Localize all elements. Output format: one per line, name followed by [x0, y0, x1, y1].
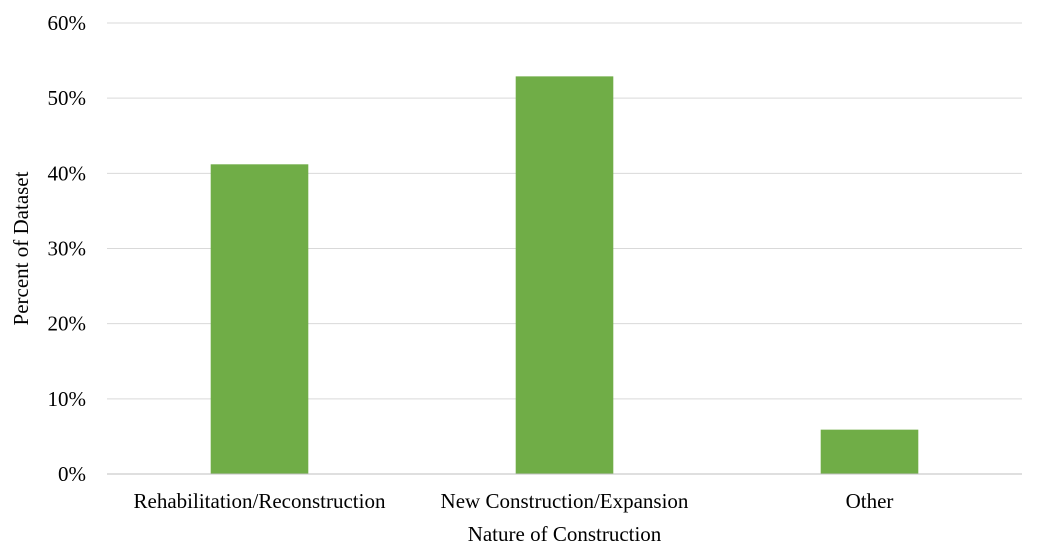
y-tick-label: 40% — [48, 161, 87, 185]
y-tick-labels: 0% 10% 20% 30% 40% 50% 60% — [48, 11, 87, 486]
y-tick-label: 30% — [48, 237, 87, 261]
x-tick-labels: Rehabilitation/Reconstruction New Constru… — [134, 489, 894, 513]
y-tick-label: 10% — [48, 387, 87, 411]
x-axis-title: Nature of Construction — [468, 522, 662, 546]
bar — [820, 429, 919, 474]
x-tick-label: Rehabilitation/Reconstruction — [134, 489, 386, 513]
x-tick-label: Other — [846, 489, 894, 513]
y-tick-label: 0% — [58, 462, 86, 486]
y-tick-label: 20% — [48, 312, 87, 336]
x-tick-label: New Construction/Expansion — [441, 489, 689, 513]
bar — [515, 76, 614, 474]
bar — [210, 164, 309, 474]
y-axis-title: Percent of Dataset — [9, 171, 33, 325]
y-tick-label: 50% — [48, 86, 87, 110]
bars — [210, 76, 919, 474]
y-tick-label: 60% — [48, 11, 87, 35]
